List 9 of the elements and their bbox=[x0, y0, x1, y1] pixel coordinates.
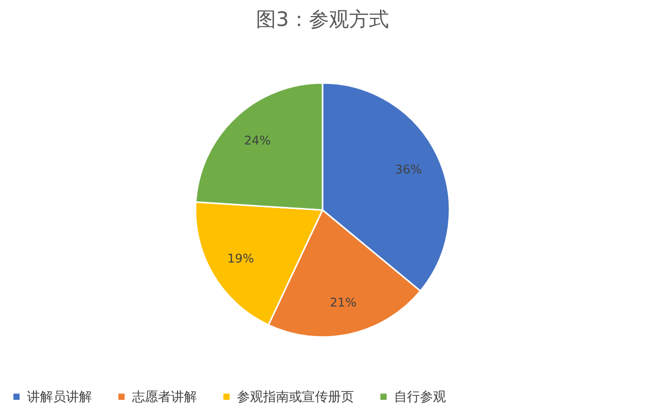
chart-title: 图3：参观方式 bbox=[256, 7, 389, 31]
legend-label: 自行参观 bbox=[394, 390, 446, 405]
legend-label: 志愿者讲解 bbox=[132, 390, 197, 405]
legend-label: 讲解员讲解 bbox=[27, 390, 92, 405]
data-label: 19% bbox=[227, 251, 254, 266]
legend-label: 参观指南或宣传册页 bbox=[237, 388, 354, 405]
data-label: 24% bbox=[244, 134, 271, 148]
data-label: 36% bbox=[395, 162, 422, 177]
data-label: 21% bbox=[330, 296, 357, 310]
